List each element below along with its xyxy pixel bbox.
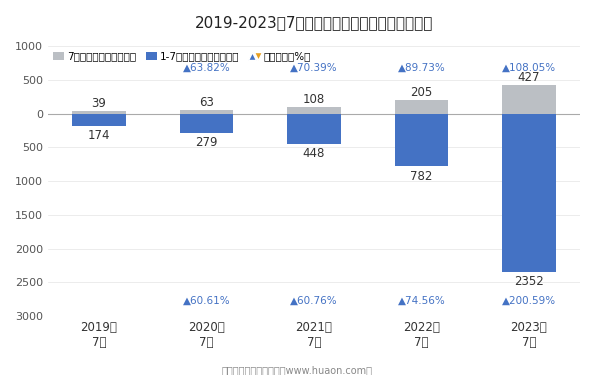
Bar (72, 114, 126, 126)
Text: 427: 427 (518, 71, 540, 84)
Bar (502, 114, 556, 272)
Text: ▲63.82%: ▲63.82% (183, 63, 230, 73)
Bar (287, 114, 341, 144)
Text: ▲89.73%: ▲89.73% (397, 63, 445, 73)
Text: 174: 174 (88, 129, 110, 141)
Text: ▲70.39%: ▲70.39% (290, 63, 338, 73)
Bar (502, 85, 556, 114)
Text: 782: 782 (411, 170, 433, 183)
Text: 制图：华经产业研究院（www.huaon.com）: 制图：华经产业研究院（www.huaon.com） (222, 365, 373, 375)
Legend: 7月期权成交量（万手）, 1-7月期权成交量（万手）, 同比增长（%）: 7月期权成交量（万手）, 1-7月期权成交量（万手）, 同比增长（%） (53, 52, 311, 62)
Bar (394, 114, 449, 166)
Bar (287, 106, 341, 114)
Text: 63: 63 (199, 96, 214, 108)
Bar (180, 110, 233, 114)
Text: ▲108.05%: ▲108.05% (502, 63, 556, 73)
Bar (72, 111, 126, 114)
Bar (394, 100, 449, 114)
Text: ▲200.59%: ▲200.59% (502, 296, 556, 306)
Bar (180, 114, 233, 133)
Text: 2352: 2352 (514, 275, 544, 288)
Text: ▲74.56%: ▲74.56% (397, 296, 445, 306)
Text: 279: 279 (195, 136, 218, 148)
Text: 39: 39 (92, 97, 107, 110)
Text: 108: 108 (303, 93, 325, 105)
Text: 448: 448 (303, 147, 325, 160)
Title: 2019-2023年7月郑州商品交易所棉花期权成交量: 2019-2023年7月郑州商品交易所棉花期权成交量 (195, 15, 433, 30)
Text: ▲60.61%: ▲60.61% (183, 296, 230, 306)
Text: 205: 205 (411, 86, 433, 99)
Text: ▲60.76%: ▲60.76% (290, 296, 338, 306)
